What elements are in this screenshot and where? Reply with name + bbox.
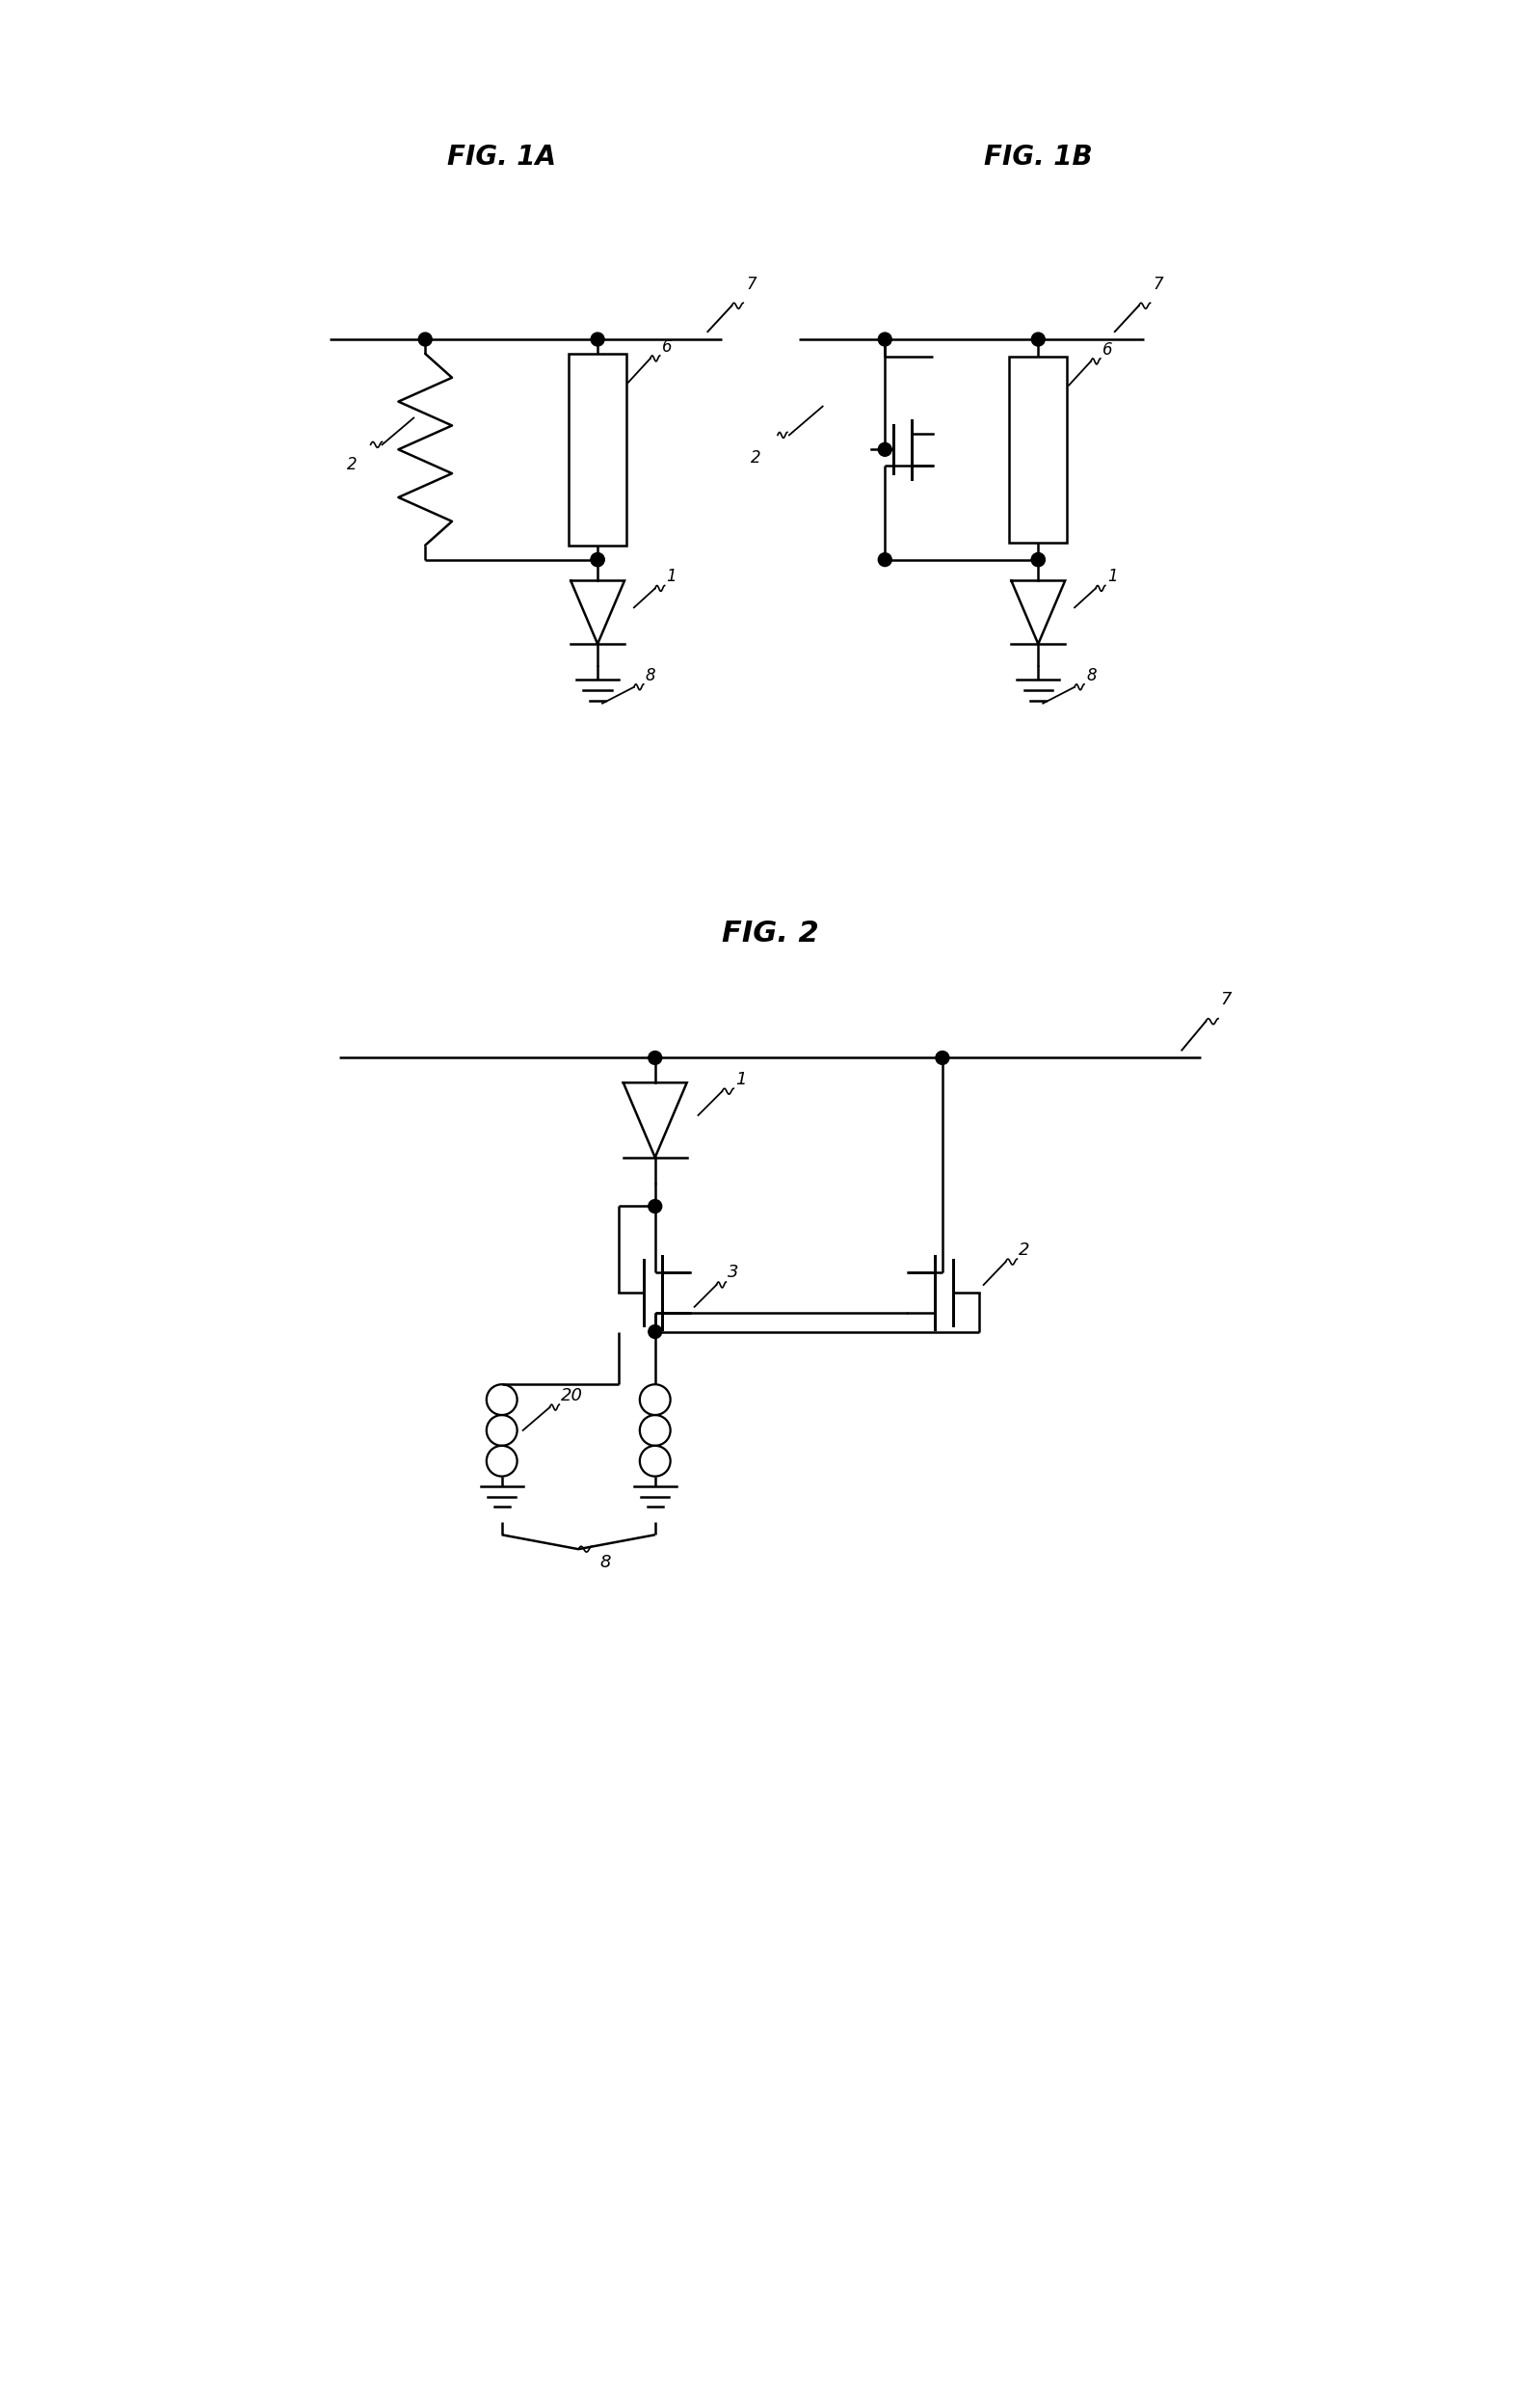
Circle shape	[591, 553, 604, 567]
Text: 8: 8	[1086, 668, 1096, 685]
Circle shape	[878, 553, 892, 567]
Text: 3: 3	[728, 1264, 739, 1281]
Circle shape	[878, 442, 892, 457]
Bar	[1009, 356, 1067, 543]
Circle shape	[1032, 553, 1044, 567]
Text: 2: 2	[752, 449, 761, 466]
Text: 6: 6	[662, 339, 671, 356]
Text: FIG. 1A: FIG. 1A	[447, 144, 556, 171]
Circle shape	[936, 1050, 949, 1065]
Text: 8: 8	[645, 668, 656, 685]
Circle shape	[648, 1050, 662, 1065]
Circle shape	[1032, 332, 1044, 346]
Circle shape	[878, 332, 892, 346]
Circle shape	[648, 1199, 662, 1214]
Text: FIG. 2: FIG. 2	[721, 920, 819, 947]
Text: FIG. 1B: FIG. 1B	[984, 144, 1092, 171]
Bar	[568, 353, 627, 545]
Text: 20: 20	[561, 1387, 584, 1403]
Circle shape	[648, 1324, 662, 1338]
Text: 8: 8	[599, 1555, 610, 1572]
Circle shape	[419, 332, 431, 346]
Text: 6: 6	[1103, 341, 1112, 358]
Text: 7: 7	[745, 276, 756, 293]
Text: 7: 7	[1220, 990, 1232, 1007]
Text: 2: 2	[346, 457, 357, 473]
Circle shape	[591, 553, 604, 567]
Circle shape	[591, 332, 604, 346]
Circle shape	[1032, 553, 1044, 567]
Text: 1: 1	[667, 567, 676, 586]
Text: 7: 7	[1153, 276, 1163, 293]
Text: 2: 2	[1019, 1242, 1030, 1259]
Text: 1: 1	[1107, 567, 1118, 586]
Text: 1: 1	[736, 1072, 747, 1089]
